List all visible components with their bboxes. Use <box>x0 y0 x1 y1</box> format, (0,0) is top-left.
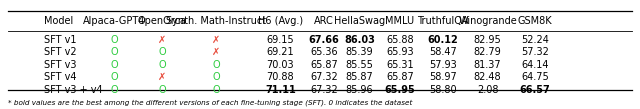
Text: ARC: ARC <box>314 16 333 26</box>
Text: O: O <box>110 47 118 57</box>
Text: 65.87: 65.87 <box>386 72 414 82</box>
Text: O: O <box>212 72 220 82</box>
Text: 66.57: 66.57 <box>520 85 550 95</box>
Text: ✗: ✗ <box>212 35 220 45</box>
Text: Winogrande: Winogrande <box>458 16 517 26</box>
Text: 82.79: 82.79 <box>474 47 502 57</box>
Text: 71.11: 71.11 <box>265 85 296 95</box>
Text: O: O <box>212 85 220 95</box>
Text: 85.55: 85.55 <box>346 60 374 70</box>
Text: 2.08: 2.08 <box>477 85 499 95</box>
Text: 64.75: 64.75 <box>521 72 549 82</box>
Text: O: O <box>110 60 118 70</box>
Text: 58.47: 58.47 <box>429 47 457 57</box>
Text: 65.36: 65.36 <box>310 47 338 57</box>
Text: MMLU: MMLU <box>385 16 415 26</box>
Text: 81.37: 81.37 <box>474 60 502 70</box>
Text: 57.32: 57.32 <box>521 47 549 57</box>
Text: 67.66: 67.66 <box>308 35 339 45</box>
Text: SFT v1: SFT v1 <box>44 35 76 45</box>
Text: 60.12: 60.12 <box>428 35 458 45</box>
Text: 85.39: 85.39 <box>346 47 374 57</box>
Text: SFT v3 + v4: SFT v3 + v4 <box>44 85 102 95</box>
Text: 86.03: 86.03 <box>344 35 375 45</box>
Text: 57.93: 57.93 <box>429 60 457 70</box>
Text: 67.32: 67.32 <box>310 72 338 82</box>
Text: Model: Model <box>44 16 73 26</box>
Text: ✗: ✗ <box>158 72 166 82</box>
Text: O: O <box>110 85 118 95</box>
Text: 65.88: 65.88 <box>386 35 414 45</box>
Text: GSM8K: GSM8K <box>518 16 552 26</box>
Text: 65.95: 65.95 <box>385 85 415 95</box>
Text: 85.87: 85.87 <box>346 72 374 82</box>
Text: O: O <box>158 60 166 70</box>
Text: 65.31: 65.31 <box>386 60 414 70</box>
Text: 70.03: 70.03 <box>266 60 294 70</box>
Text: Alpaca-GPT4: Alpaca-GPT4 <box>83 16 145 26</box>
Text: 67.32: 67.32 <box>310 85 338 95</box>
Text: * bold values are the best among the different versions of each fine-tuning stag: * bold values are the best among the dif… <box>8 100 412 106</box>
Text: 58.80: 58.80 <box>429 85 457 95</box>
Text: 65.87: 65.87 <box>310 60 338 70</box>
Text: HellaSwag: HellaSwag <box>334 16 385 26</box>
Text: SFT v2: SFT v2 <box>44 47 76 57</box>
Text: ✗: ✗ <box>212 47 220 57</box>
Text: 82.95: 82.95 <box>474 35 502 45</box>
Text: O: O <box>110 72 118 82</box>
Text: H6 (Avg.): H6 (Avg.) <box>258 16 303 26</box>
Text: O: O <box>158 47 166 57</box>
Text: O: O <box>158 85 166 95</box>
Text: 52.24: 52.24 <box>521 35 549 45</box>
Text: 82.48: 82.48 <box>474 72 502 82</box>
Text: SFT v4: SFT v4 <box>44 72 76 82</box>
Text: 85.96: 85.96 <box>346 85 374 95</box>
Text: O: O <box>212 60 220 70</box>
Text: ✗: ✗ <box>158 35 166 45</box>
Text: TruthfulQA: TruthfulQA <box>417 16 468 26</box>
Text: SFT v3: SFT v3 <box>44 60 76 70</box>
Text: O: O <box>110 35 118 45</box>
Text: OpenOrca: OpenOrca <box>138 16 186 26</box>
Text: 64.14: 64.14 <box>522 60 548 70</box>
Text: 70.88: 70.88 <box>266 72 294 82</box>
Text: Synth. Math-Instruct: Synth. Math-Instruct <box>166 16 266 26</box>
Text: 69.15: 69.15 <box>266 35 294 45</box>
Text: 65.93: 65.93 <box>386 47 414 57</box>
Text: 69.21: 69.21 <box>266 47 294 57</box>
Text: 58.97: 58.97 <box>429 72 457 82</box>
